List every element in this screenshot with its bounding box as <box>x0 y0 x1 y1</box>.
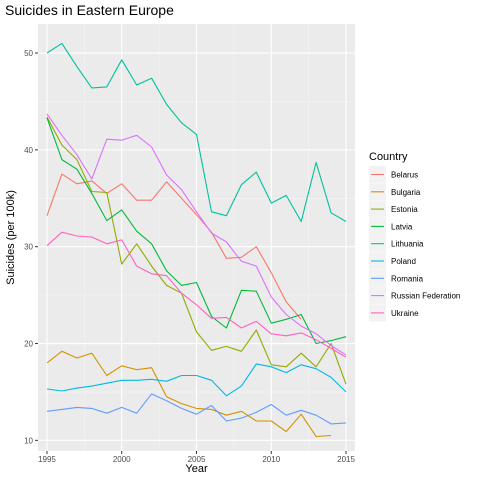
legend-title: Country <box>369 151 408 163</box>
series-line-estonia <box>46 116 347 385</box>
series-line-bulgaria <box>46 350 332 438</box>
y-axis-title: Suicides (per 100k) <box>5 190 17 285</box>
series-line-lithuania <box>46 42 347 223</box>
x-axis: 1995 2000 2005 2010 2015 <box>38 451 355 464</box>
series-lines <box>46 42 347 438</box>
x-tick-label: 2015 <box>337 455 355 464</box>
y-tick-label: 20 <box>24 340 33 349</box>
x-tick-label: 1995 <box>38 455 56 464</box>
series-line-romania <box>46 393 347 425</box>
series-line-russian-federation <box>46 113 347 356</box>
series-line-belarus <box>46 173 302 320</box>
legend-label-lithuania: Lithuania <box>391 240 424 249</box>
y-tick-label: 30 <box>24 243 33 252</box>
series-line-poland <box>46 363 347 397</box>
legend-label-ukraine: Ukraine <box>391 309 419 318</box>
y-tick-label: 40 <box>24 146 33 155</box>
legend-label-bulgaria: Bulgaria <box>391 188 421 197</box>
legend-label-latvia: Latvia <box>391 222 413 231</box>
y-tick-label: 50 <box>24 49 33 58</box>
legend-label-belarus: Belarus <box>391 171 418 180</box>
x-tick-label: 2005 <box>188 455 206 464</box>
x-tick-label: 2010 <box>262 455 280 464</box>
legend-label-russian-federation: Russian Federation <box>391 292 460 301</box>
y-tick-label: 10 <box>24 436 33 445</box>
x-tick-label: 2000 <box>113 455 131 464</box>
legend-label-estonia: Estonia <box>391 205 418 214</box>
chart-title: Suicides in Eastern Europe <box>5 2 174 18</box>
legend-label-poland: Poland <box>391 257 416 266</box>
y-axis: 10 20 30 40 50 <box>24 49 38 445</box>
series-line-ukraine <box>46 231 347 358</box>
x-axis-title: Year <box>185 463 208 475</box>
legend-label-romania: Romania <box>391 274 424 283</box>
series-line-latvia <box>46 117 347 345</box>
legend: Country Belarus Bulgaria Estonia Latvia Lith… <box>369 151 460 322</box>
